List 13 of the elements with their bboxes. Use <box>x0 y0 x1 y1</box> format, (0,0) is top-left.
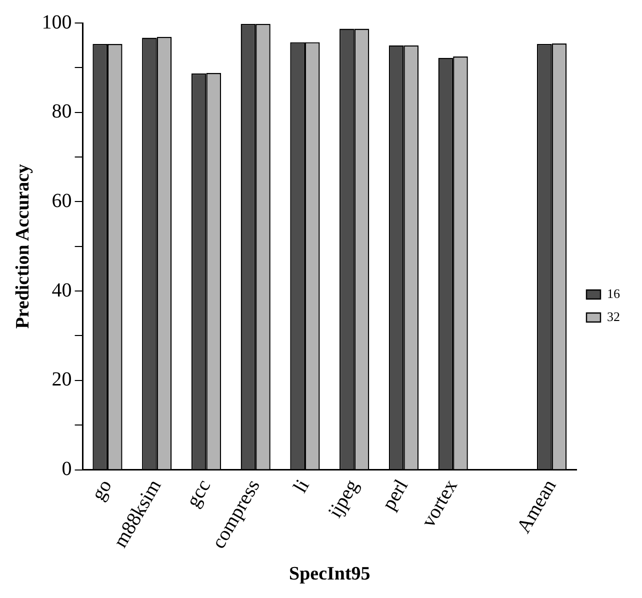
y-axis-title: Prediction Accuracy <box>12 163 34 329</box>
y-tick-label: 20 <box>52 368 72 391</box>
x-tick-label: gcc <box>182 476 216 511</box>
x-tick-label: go <box>87 476 116 504</box>
y-tick-label: 40 <box>52 279 72 302</box>
legend-label: 32 <box>607 308 620 324</box>
y-tick-label: 60 <box>52 190 72 212</box>
x-tick-label: li <box>289 476 314 497</box>
y-tick-label: 80 <box>52 100 72 123</box>
y-tick-label: 0 <box>62 458 72 480</box>
x-axis-title: SpecInt95 <box>289 564 370 585</box>
legend-label: 16 <box>607 286 620 301</box>
y-tick-label: 100 <box>42 11 72 34</box>
